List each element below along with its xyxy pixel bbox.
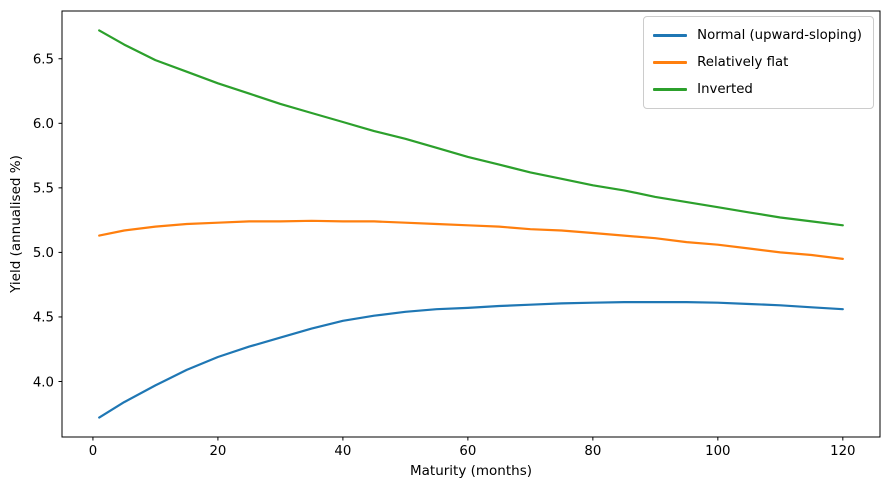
x-axis-label: Maturity (months) xyxy=(409,463,533,479)
y-axis-label: Yield (annualised %) xyxy=(8,155,24,293)
y-tick-label: 5.5 xyxy=(33,182,54,197)
axes-frame xyxy=(61,10,881,438)
legend-line-sample xyxy=(653,34,688,37)
legend-label: Normal (upward-sloping) xyxy=(697,28,862,43)
series-line-1 xyxy=(98,219,844,260)
series-line-2 xyxy=(98,29,844,227)
x-tick-label: 100 xyxy=(705,444,730,459)
x-tick-label: 40 xyxy=(334,444,351,459)
legend-line-sample xyxy=(653,61,688,64)
legend-item: Normal (upward-sloping) xyxy=(653,24,862,47)
x-tick-label: 60 xyxy=(459,444,476,459)
legend-label: Inverted xyxy=(697,82,753,97)
legend: Normal (upward-sloping) Relatively flat In… xyxy=(643,16,874,109)
x-tick-label: 20 xyxy=(209,444,226,459)
y-tick-label: 4.0 xyxy=(33,375,54,390)
x-tick-label: 0 xyxy=(89,444,97,459)
x-tick-label: 80 xyxy=(584,444,601,459)
legend-line-sample xyxy=(653,88,688,91)
legend-label: Relatively flat xyxy=(697,55,789,70)
x-tick-label: 120 xyxy=(830,444,855,459)
legend-item: Relatively flat xyxy=(653,51,862,74)
series-line-0 xyxy=(98,301,844,419)
y-tick-label: 4.5 xyxy=(33,311,54,326)
legend-item: Inverted xyxy=(653,78,862,101)
y-tick-label: 6.0 xyxy=(33,117,54,132)
y-tick-label: 6.5 xyxy=(33,53,54,68)
y-tick-label: 5.0 xyxy=(33,246,54,261)
